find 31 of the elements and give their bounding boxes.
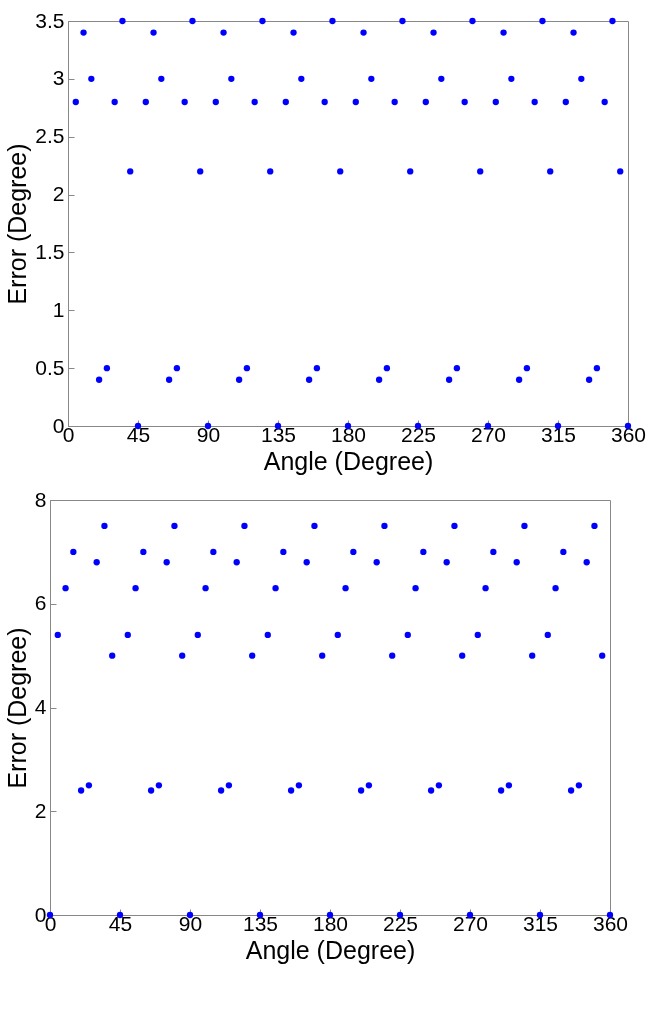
y-tick-label: 2 — [34, 798, 47, 822]
x-tick-label: 360 — [610, 422, 647, 446]
x-tick-label: 135 — [260, 422, 297, 446]
x-tick-label: 225 — [382, 911, 419, 935]
y-tick-label: 2 — [52, 182, 65, 206]
y-tick-label: 1 — [52, 297, 65, 321]
y-tick-label: 4 — [34, 695, 47, 718]
x-tick-label: 270 — [470, 422, 507, 446]
x-tick-label: 180 — [312, 911, 349, 935]
x-tick-label: 45 — [126, 422, 151, 446]
y-tick-label: 2.5 — [35, 124, 65, 148]
x-tick-label: 315 — [522, 911, 559, 935]
x-tick-label: 45 — [108, 911, 133, 935]
y-tick-label: 1.5 — [35, 239, 65, 263]
x-tick-label: 315 — [540, 422, 577, 446]
x-tick-label: 270 — [452, 911, 489, 935]
y-tick-label: 0.5 — [35, 355, 65, 379]
x-tick-label: 225 — [400, 422, 437, 446]
x-tick-label: 90 — [196, 422, 221, 446]
x-tick-label: 135 — [242, 911, 279, 935]
y-tick-label: 3.5 — [35, 8, 65, 32]
x-tick-label: 360 — [592, 911, 629, 935]
y-axis-title: Error (Degree) — [3, 143, 32, 305]
y-tick-label: 3 — [52, 66, 65, 90]
x-axis-title: Angle (Degree) — [245, 935, 416, 964]
y-tick-label: 6 — [34, 591, 47, 615]
x-tick-label: 90 — [178, 911, 203, 935]
y-tick-label: 8 — [34, 487, 47, 511]
x-tick-label: 180 — [330, 422, 367, 446]
x-axis-title: Angle (Degree) — [263, 446, 434, 475]
y-axis-title: Error (Degree) — [2, 627, 31, 789]
